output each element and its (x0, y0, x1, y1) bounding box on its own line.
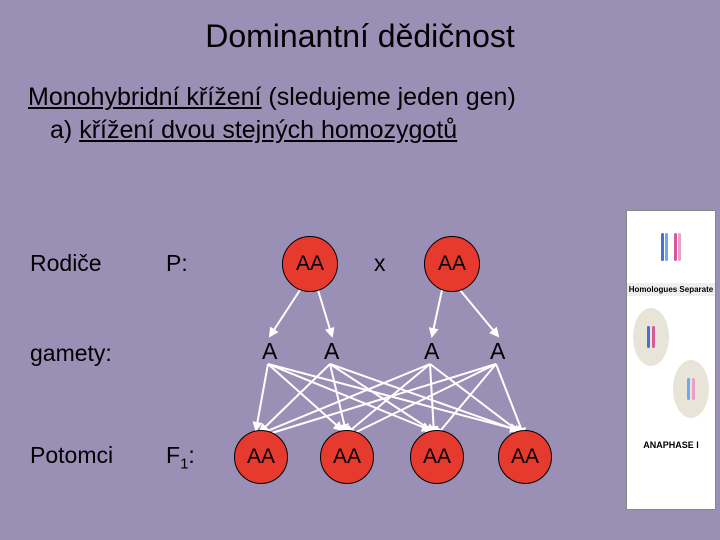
side-image-top (627, 211, 715, 283)
offspring-circle-1: AA (320, 430, 374, 484)
cross-symbol: x (374, 250, 386, 277)
side-image-mid-label: Homologues Separate (627, 283, 715, 296)
label-parents: Rodiče (30, 250, 102, 277)
subtitle: Monohybridní křížení (sledujeme jeden ge… (28, 83, 692, 112)
slide: Dominantní dědičnost Monohybridní křížen… (0, 0, 720, 540)
subtitle-underlined: Monohybridní křížení (28, 83, 261, 111)
offspring-circle-3: AA (498, 430, 552, 484)
gamete-3: A (490, 338, 505, 365)
slide-title: Dominantní dědičnost (28, 18, 692, 55)
offspring-circle-0: AA (234, 430, 288, 484)
gen-f1: F1: (166, 442, 195, 473)
gen-f1-suf: : (188, 442, 194, 468)
subline-prefix: a) (50, 116, 79, 144)
parent-circle-1: AA (424, 236, 480, 292)
gamete-1: A (324, 338, 339, 365)
subline: a) křížení dvou stejných homozygotů (28, 116, 692, 145)
gen-f1-base: F (166, 442, 180, 468)
offspring-circle-2: AA (410, 430, 464, 484)
gamete-0: A (262, 338, 277, 365)
subtitle-rest: (sledujeme jeden gen) (261, 83, 515, 111)
side-image-bottom-label: ANAPHASE I (627, 436, 715, 454)
side-image-split (627, 296, 715, 436)
label-offspring: Potomci (30, 442, 113, 469)
label-gametes: gamety: (30, 340, 112, 367)
parent-circle-0: AA (282, 236, 338, 292)
gen-p: P: (166, 250, 188, 277)
side-image-anaphase: Homologues Separate ANAPHASE I (626, 210, 716, 510)
subline-underlined: křížení dvou stejných homozygotů (79, 116, 457, 144)
gamete-2: A (424, 338, 439, 365)
